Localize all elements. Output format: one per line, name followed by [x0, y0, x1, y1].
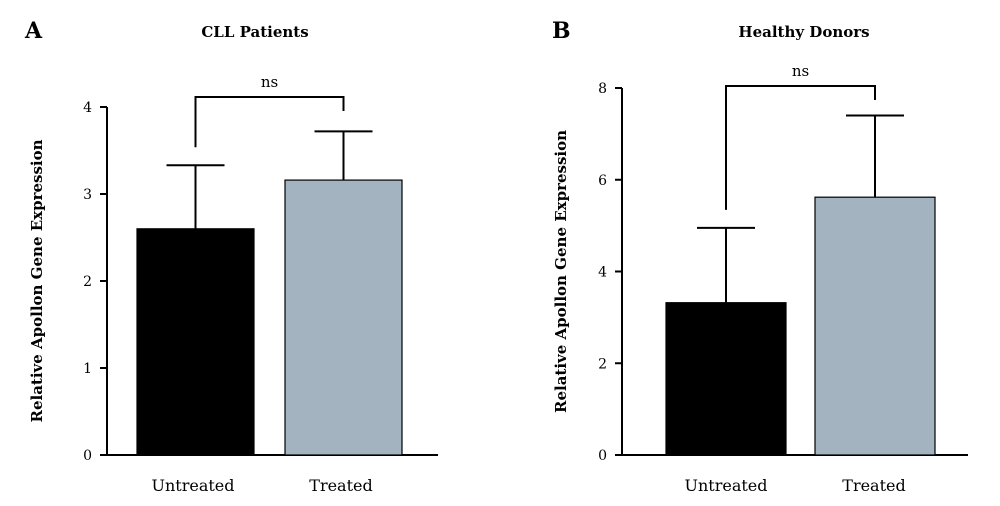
y-tick-label: 2 — [598, 356, 607, 372]
x-tick-label: Treated — [842, 476, 905, 495]
bar-treated — [814, 196, 936, 456]
significance-bracket — [725, 85, 876, 210]
significance-label: ns — [261, 73, 278, 91]
y-tick-label: 4 — [598, 265, 607, 281]
significance-label: ns — [792, 62, 809, 80]
y-tick-label: 1 — [83, 361, 92, 377]
chart-panel-a: A CLL Patients Relative Apollon Gene Expre… — [24, 18, 438, 495]
significance-bracket — [194, 96, 345, 148]
bar-untreated — [665, 302, 787, 456]
bar-treated — [284, 179, 403, 456]
x-tick-label: Untreated — [684, 476, 767, 495]
y-tick-label: 0 — [83, 448, 92, 464]
chart-title: CLL Patients — [201, 23, 308, 41]
y-axis-label: Relative Apollon Gene Expression — [552, 130, 570, 413]
y-axis-label: Relative Apollon Gene Expression — [28, 139, 46, 422]
y-tick-label: 2 — [83, 274, 92, 290]
panel-label: B — [552, 18, 571, 44]
y-tick-label: 8 — [598, 81, 607, 97]
y-tick-label: 3 — [83, 187, 92, 203]
chart-panel-b: B Healthy Donors Relative Apollon Gene Exp… — [552, 18, 968, 495]
y-tick-label: 6 — [598, 173, 607, 189]
x-tick-label: Untreated — [151, 476, 234, 495]
bar-untreated — [136, 228, 255, 456]
x-tick-label: Treated — [309, 476, 372, 495]
y-tick-label: 0 — [598, 448, 607, 464]
y-tick-label: 4 — [83, 100, 92, 116]
chart-title: Healthy Donors — [738, 23, 869, 41]
panel-label: A — [24, 18, 43, 44]
